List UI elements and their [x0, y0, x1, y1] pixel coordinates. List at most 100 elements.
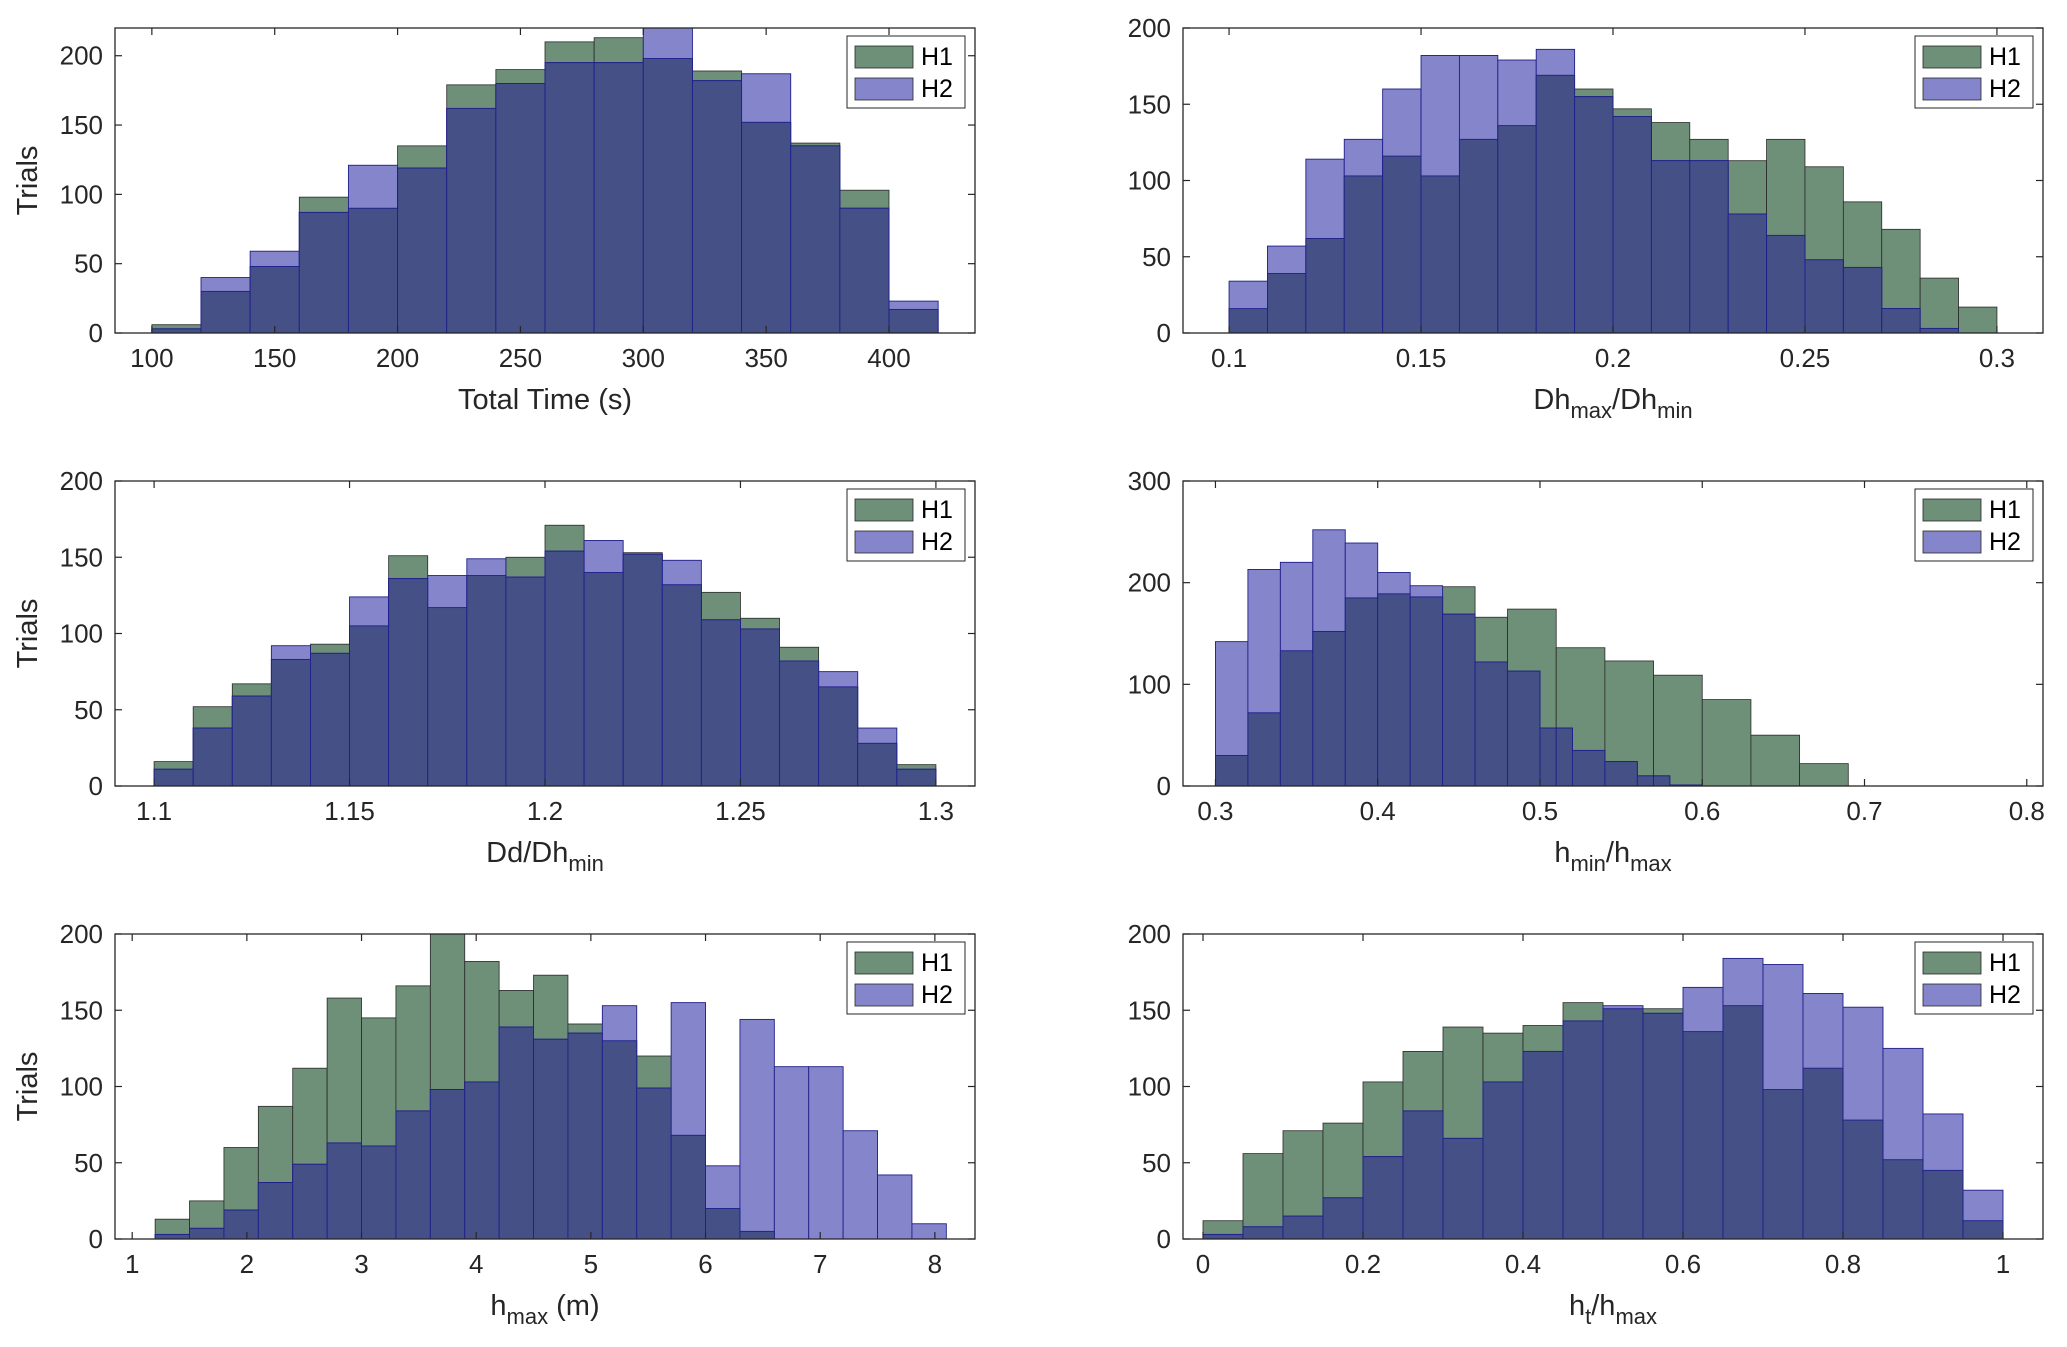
bar-h1 [1799, 763, 1849, 786]
x-tick-label: 0.8 [1825, 1249, 1861, 1279]
bar-overlap [1804, 259, 1844, 333]
bars-group [153, 524, 937, 786]
legend-label-h1: H1 [1989, 949, 2021, 977]
y-tick-label: 100 [60, 179, 103, 209]
legend-swatch-h2 [854, 77, 914, 101]
y-tick-label: 50 [74, 695, 103, 725]
bar-overlap [1242, 1226, 1284, 1239]
bar-overlap [705, 1208, 741, 1239]
bar-overlap [326, 1142, 362, 1239]
bar-overlap [896, 768, 937, 786]
bar-overlap [1305, 237, 1345, 333]
x-axis-label: Total Time (s) [458, 384, 632, 416]
bar-overlap [1344, 597, 1379, 786]
x-tick-label: 1 [1996, 1249, 2010, 1279]
bar-overlap [1574, 96, 1614, 333]
bars-group [1228, 48, 1998, 333]
legend-label-h2: H2 [1989, 75, 2021, 103]
bar-overlap [388, 578, 429, 786]
bar-overlap [498, 1026, 534, 1239]
y-tick-label: 200 [60, 466, 103, 496]
bar-overlap [1802, 1067, 1844, 1239]
y-tick-label: 200 [60, 41, 103, 71]
y-tick-label: 0 [1157, 318, 1171, 348]
bars-group [154, 934, 947, 1239]
x-tick-label: 350 [744, 343, 787, 373]
legend-swatch-h2 [854, 983, 914, 1007]
y-tick-label: 0 [1157, 771, 1171, 801]
x-axis-label: ht/hmax [1569, 1290, 1657, 1329]
chart-panel-1: 100 150 200 250 300 350 400 0 50 100 150 200 Total T… [12, 27, 976, 416]
bar-overlap [270, 658, 311, 786]
bar-overlap [1279, 650, 1314, 786]
bar-overlap [1507, 670, 1541, 786]
x-tick-label: 1.15 [324, 796, 375, 826]
bar-overlap [446, 107, 497, 333]
x-tick-label: 5 [584, 1249, 598, 1279]
bar-overlap [1402, 1110, 1444, 1239]
bar-overlap [1636, 775, 1655, 786]
bar-overlap [1420, 175, 1460, 333]
bar-overlap [1612, 115, 1652, 333]
bar-overlap [691, 80, 743, 333]
legend-label-h1: H1 [921, 949, 953, 977]
legend-swatch-h1 [854, 498, 914, 522]
bars-group [151, 28, 939, 333]
bar-h2 [842, 1130, 878, 1239]
x-tick-label: 0.4 [1360, 796, 1396, 826]
bar-overlap [857, 742, 898, 786]
x-tick-label: 1.3 [918, 796, 954, 826]
bar-overlap [292, 1163, 328, 1239]
y-tick-label: 200 [1128, 568, 1171, 598]
bar-overlap [1539, 727, 1557, 786]
x-tick-label: 1.25 [715, 796, 766, 826]
legend-label-h2: H2 [921, 981, 953, 1009]
bar-h2 [808, 1066, 844, 1239]
legend-swatch-h1 [1922, 498, 1982, 522]
x-tick-label: 0.6 [1665, 1249, 1701, 1279]
bar-overlap [1842, 266, 1883, 333]
bar-overlap [1312, 631, 1346, 786]
chart-panel-2: 0.1 0.15 0.2 0.25 0.3 0 50 100 150 200 Dhmax/Dhmin… [1128, 13, 2044, 423]
bar-overlap [1604, 761, 1638, 786]
y-tick-label: 50 [74, 1148, 103, 1178]
bar-overlap [1482, 1081, 1524, 1239]
bar-overlap [1474, 661, 1508, 786]
bar-h1 [1653, 674, 1703, 786]
bar-overlap [740, 628, 780, 786]
bar-overlap [839, 207, 890, 333]
bar-overlap [622, 553, 663, 786]
axes-frame [1182, 480, 2044, 787]
bar-h1 [1701, 699, 1752, 786]
legend-swatch-h1 [1922, 45, 1982, 69]
y-tick-label: 0 [89, 1224, 103, 1254]
bar-overlap [1535, 74, 1576, 333]
y-tick-label: 50 [74, 249, 103, 279]
x-tick-label: 0.2 [1595, 343, 1631, 373]
legend-swatch-h1 [854, 45, 914, 69]
bar-overlap [192, 727, 233, 786]
y-tick-label: 200 [1128, 13, 1171, 43]
bar-overlap [1497, 125, 1537, 333]
x-tick-label: 0.2 [1345, 1249, 1381, 1279]
x-tick-label: 0.3 [1197, 796, 1233, 826]
bar-overlap [636, 1087, 672, 1239]
x-tick-label: 100 [130, 343, 173, 373]
bar-overlap [583, 572, 624, 786]
bar-overlap [1409, 596, 1444, 786]
x-tick-label: 0.8 [2009, 796, 2045, 826]
bar-overlap [1766, 234, 1806, 333]
bar-overlap [1522, 1050, 1564, 1239]
bars-group [1202, 957, 2004, 1239]
y-tick-label: 200 [1128, 919, 1171, 949]
x-tick-label: 1 [125, 1249, 139, 1279]
x-tick-label: 6 [698, 1249, 712, 1279]
bar-overlap [1762, 1089, 1804, 1239]
bar-overlap [1842, 1119, 1884, 1239]
bar-overlap [1962, 1220, 2004, 1239]
bar-overlap [642, 58, 693, 333]
